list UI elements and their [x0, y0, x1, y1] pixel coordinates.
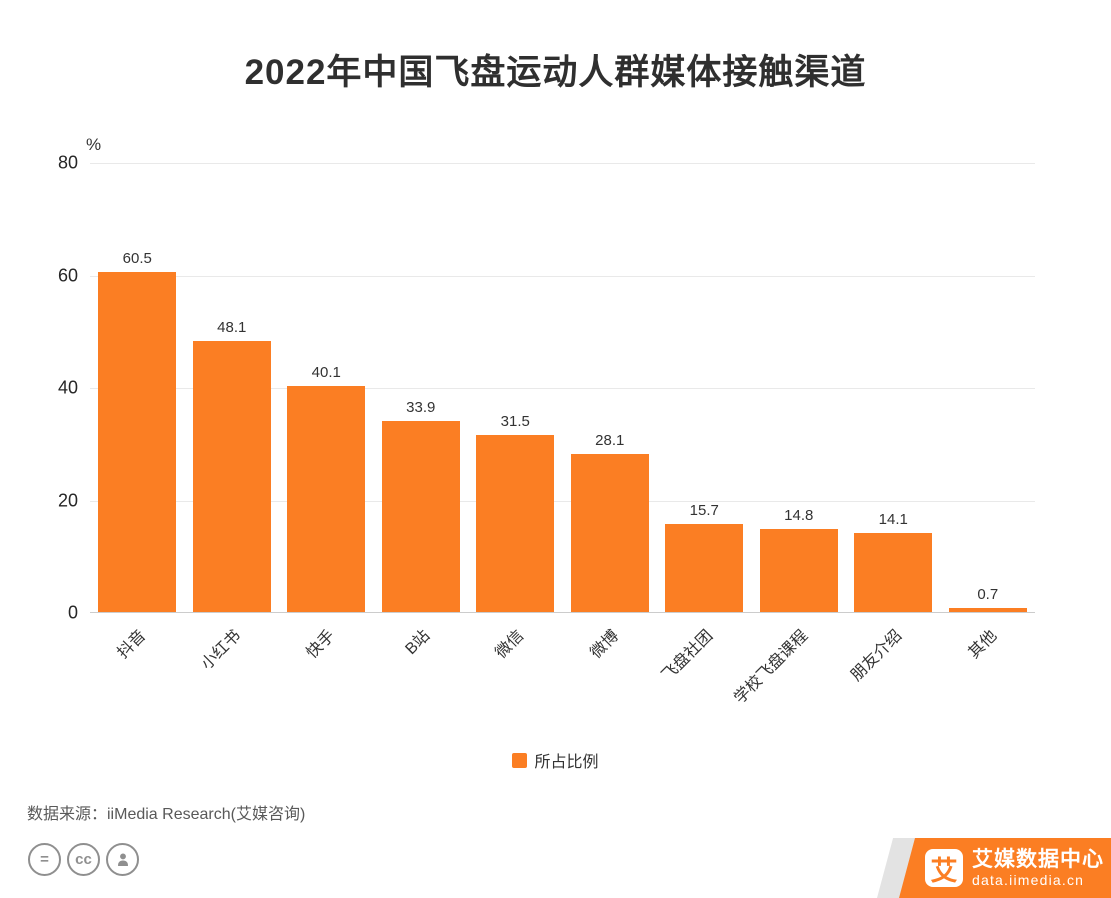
x-axis-line — [90, 612, 1035, 613]
bar[interactable] — [854, 532, 933, 612]
gridline — [90, 163, 1035, 164]
bar-value-label: 14.8 — [784, 506, 814, 524]
bar-value-label: 31.5 — [500, 412, 530, 430]
legend-label: 所占比例 — [534, 754, 599, 771]
bar[interactable] — [287, 386, 366, 612]
brand-url: data.iimedia.cn — [972, 872, 1085, 889]
bar-value-label: 33.9 — [406, 399, 436, 417]
bar-value-label: 14.1 — [878, 510, 908, 528]
bar[interactable] — [665, 523, 744, 612]
equals-license-glyph: = — [40, 851, 49, 868]
bar-value-label: 28.1 — [595, 431, 625, 449]
y-tick-label: 0 — [67, 602, 78, 623]
bar[interactable] — [570, 453, 649, 612]
brand-ribbon[interactable]: 艾 艾媒数据中心 data.iimedia.cn — [899, 838, 1111, 898]
bar-value-label: 48.1 — [217, 319, 247, 337]
gridline — [90, 500, 1035, 502]
legend-item[interactable]: 所占比例 — [0, 748, 1111, 772]
license-icons: = cc — [28, 843, 139, 876]
legend-swatch — [512, 752, 528, 768]
gridline — [90, 275, 1035, 277]
y-tick-label: 80 — [57, 152, 78, 173]
bar-value-label: 40.1 — [311, 364, 341, 382]
bar[interactable] — [948, 608, 1027, 612]
y-tick-label: 60 — [57, 265, 78, 285]
bar[interactable] — [381, 421, 460, 612]
iimedia-logo-glyph: 艾 — [930, 855, 958, 886]
chart-title: 2022年中国飞盘运动人群媒体接触渠道 — [244, 53, 867, 92]
bar[interactable] — [98, 271, 177, 612]
bar-value-label: 0.7 — [977, 586, 999, 604]
y-tick-label: 20 — [57, 490, 78, 510]
person-license-icon — [106, 843, 139, 876]
equals-license-icon: = — [28, 843, 61, 876]
data-source-text: 数据来源：iiMedia Research(艾媒咨询) — [27, 806, 306, 823]
cc-license-glyph: cc — [75, 851, 92, 868]
y-tick-label: 40 — [57, 377, 78, 398]
iimedia-logo-icon: 艾 — [925, 849, 963, 887]
bar-value-label: 15.7 — [689, 501, 719, 519]
bar[interactable] — [192, 341, 271, 612]
bar-value-label: 60.5 — [122, 249, 152, 267]
brand-name: 艾媒数据中心 — [972, 847, 1104, 871]
bar[interactable] — [759, 528, 838, 612]
gridline — [90, 388, 1035, 389]
y-axis-unit-label: % — [86, 135, 102, 154]
brand-text-block: 艾媒数据中心 data.iimedia.cn — [972, 848, 1104, 888]
plot-area: 0 20 40 60 80 60.5 抖音 48.1 小红书 40.1 快手 33.9 B站 31.5 微信… — [58, 153, 1035, 707]
cc-license-icon: cc — [67, 843, 100, 876]
bar[interactable] — [476, 434, 555, 612]
